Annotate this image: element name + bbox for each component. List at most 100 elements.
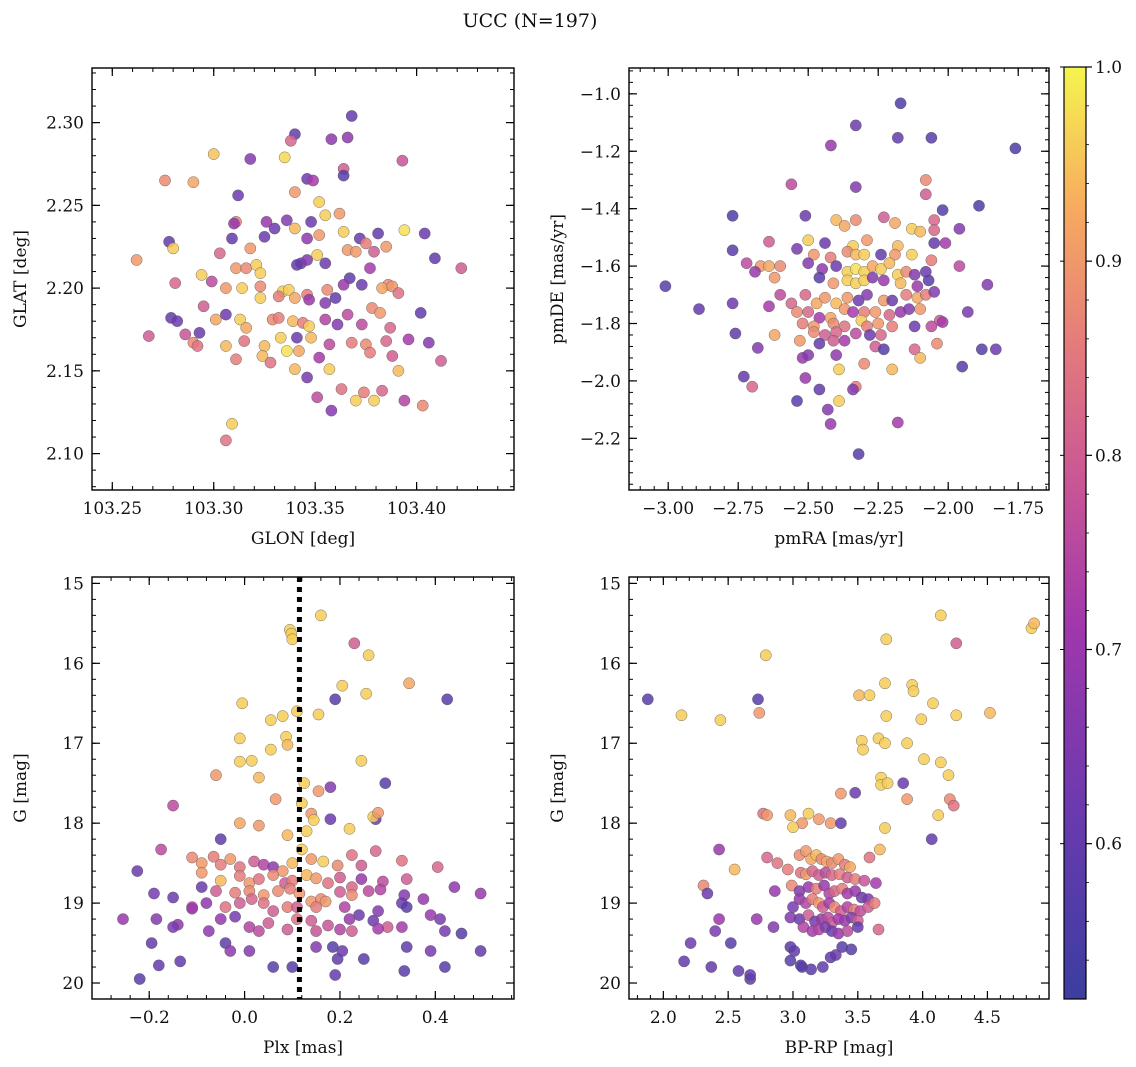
x-axis-label: GLON [deg] [251,529,355,549]
data-point [838,334,851,347]
data-point [863,851,876,864]
data-point [267,961,280,973]
data-point [827,277,840,290]
data-point [313,351,326,364]
data-point [753,707,766,719]
data-point [847,383,859,396]
data-point [256,350,269,362]
axes-frame [628,576,1050,1000]
data-point [335,383,348,395]
data-point [293,345,305,357]
data-point [193,326,206,339]
data-point [323,363,336,376]
data-point [928,214,941,226]
data-point [169,277,181,289]
data-point [232,189,244,202]
data-point [744,969,757,981]
data-point [833,363,845,376]
data-point [761,851,773,864]
x-tick-label: −1.75 [992,499,1044,519]
data-point [355,755,368,767]
data-point [262,917,275,929]
data-point [291,331,303,344]
data-point [416,399,429,412]
data-point [767,921,780,933]
x-tick-label: 2.0 [650,1008,677,1028]
data-point [824,951,837,964]
data-point [289,186,301,198]
data-point [186,902,198,915]
data-point [334,923,346,936]
data-point [901,737,913,750]
colorbar-gradient [1063,66,1087,1000]
data-point [799,372,812,384]
data-point [852,921,864,933]
data-point [858,248,871,261]
data-point [894,97,907,110]
panel-plx-g: −0.2 0.0 0.2 0.4 15 16 17 18 19 20 Plx [mas] G [mag… [11,574,515,1058]
data-point [799,288,812,301]
data-point [300,825,313,838]
data-point [310,925,322,937]
data-point [678,955,690,968]
y-tick-label: 2.15 [46,362,84,382]
data-point [701,887,714,900]
data-point [376,282,388,294]
data-point [763,260,775,272]
data-point [763,300,775,313]
data-point [307,814,320,826]
x-tick-label: 4.5 [974,1008,1001,1028]
data-point [245,755,258,767]
data-point [883,309,896,321]
data-point [336,679,349,692]
data-point [264,356,277,369]
data-point [920,174,932,186]
data-point [236,697,248,710]
data-point [928,224,941,236]
data-point [289,363,301,376]
axes-frame [91,67,515,491]
data-point [439,961,451,973]
data-point [284,134,297,147]
data-point [329,693,342,706]
data-point [131,865,144,877]
panel-pmra-pmde: −3.00 −2.75 −2.50 −2.25 −2.00 −1.75 −2.2 −2.0 −1… [548,67,1050,549]
data-point [782,863,794,876]
data-point [878,274,890,287]
x-tick-label: 3.5 [844,1008,871,1028]
x-axis-label: pmRA [mas/yr] [774,529,903,549]
data-point [768,329,781,341]
data-point [233,897,246,909]
data-point [310,872,322,885]
data-point [417,893,430,905]
data-point [728,863,741,876]
data-point [942,769,955,782]
data-point [386,350,399,362]
data-point [291,259,303,271]
y-tick-label: −2.0 [580,372,621,392]
x-tick-label: −2.75 [712,499,764,519]
y-tick-label: −1.0 [580,85,621,105]
y-tick-label: 17 [62,734,84,754]
data-point [167,799,179,812]
data-point [372,807,384,819]
data-point [315,609,327,622]
panel-bprp-g: 2.0 2.5 3.0 3.5 4.0 4.5 15 16 17 18 19 20 BP-RP [mag… [548,574,1050,1058]
data-point [911,280,924,293]
data-point [894,277,907,290]
data-point [808,326,820,338]
data-point [253,925,265,937]
data-point [226,417,238,430]
data-point [875,329,887,341]
data-point [693,303,705,315]
data-point [925,254,938,267]
data-point [286,961,299,973]
data-point [214,874,227,887]
data-point [474,945,487,957]
data-point [422,336,435,349]
data-point [813,383,826,396]
data-point [331,318,344,331]
data-point [358,386,370,399]
data-point [403,677,415,690]
data-point [368,245,380,258]
